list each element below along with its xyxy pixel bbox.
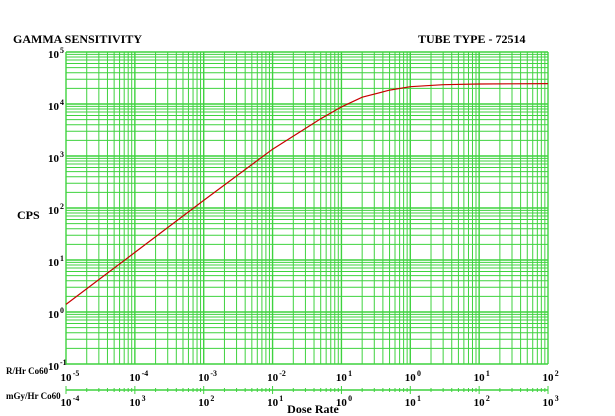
tick-label-exponent: -4	[73, 394, 80, 403]
tick-label-exponent: 0	[348, 394, 352, 403]
tick-label-base: 10	[474, 397, 486, 409]
y-tick-label: 10 -1	[48, 358, 67, 373]
tick-label-base: 10	[48, 309, 60, 321]
x-tick-label-mgy: 10 1	[267, 394, 283, 409]
tick-label-base: 10	[61, 397, 73, 409]
tick-label-exponent: 1	[417, 394, 421, 403]
x-axis-mgy-line	[65, 386, 549, 394]
tick-label-base: 10	[474, 372, 486, 384]
tick-label-base: 10	[405, 397, 417, 409]
tick-label-base: 10	[267, 397, 279, 409]
tick-label-base: 10	[61, 372, 73, 384]
x-tick-label-rhr: 10 -2	[267, 369, 286, 384]
tick-label-base: 10	[336, 397, 348, 409]
tick-label-base: 10	[48, 153, 60, 165]
tick-label-exponent: 0	[60, 306, 64, 315]
x-tick-label-rhr: 10 -3	[198, 369, 217, 384]
y-tick-label: 10 2	[48, 202, 64, 217]
tick-label-exponent: 1	[486, 369, 490, 378]
y-tick-label: 10 5	[48, 46, 64, 61]
tick-label-exponent: -3	[210, 369, 217, 378]
tick-label-exponent: 1	[60, 254, 64, 263]
x-tick-label-mgy: 10 2	[474, 394, 490, 409]
y-tick-label: 10 3	[48, 150, 64, 165]
plot-grid	[65, 51, 549, 365]
tick-label-base: 10	[543, 372, 555, 384]
x-tick-label-mgy: 10 3	[543, 394, 559, 409]
tick-label-exponent: -2	[279, 369, 286, 378]
x-tick-label-rhr: 10 2	[543, 369, 559, 384]
x-tick-label-mgy: 10 0	[336, 394, 352, 409]
tick-label-exponent: 2	[60, 202, 64, 211]
x-axis-rhr-tick-labels: 10 -5 10 -4 10 -3 10 -2 10 1 10 0 10 1 10 2	[61, 369, 559, 384]
y-tick-label: 10 0	[48, 306, 64, 321]
tick-label-base: 10	[198, 372, 210, 384]
x-tick-label-rhr: 10 1	[336, 369, 352, 384]
tick-label-base: 10	[336, 372, 348, 384]
tick-label-base: 10	[129, 397, 141, 409]
tick-label-exponent: 0	[417, 369, 421, 378]
x-axis-mgy-tick-labels: 10 -4 10 3 10 2 10 1 10 0 10 1 10 2 10 3	[61, 394, 559, 409]
tick-label-base: 10	[543, 397, 555, 409]
x-axis-label: Dose Rate	[287, 402, 339, 416]
x-axis-mgy-name: mGy/Hr Co60	[6, 391, 61, 401]
y-tick-label: 10 1	[48, 254, 64, 269]
tick-label-exponent: 2	[210, 394, 214, 403]
x-tick-label-rhr: 10 0	[405, 369, 421, 384]
tick-label-exponent: -1	[60, 358, 67, 367]
x-tick-label-rhr: 10 -5	[61, 369, 80, 384]
tick-label-exponent: 3	[60, 150, 64, 159]
tick-label-base: 10	[129, 372, 141, 384]
tick-label-base: 10	[48, 101, 60, 113]
x-tick-label-mgy: 10 1	[405, 394, 421, 409]
sensitivity-curve-layer	[65, 83, 549, 305]
tick-label-base: 10	[198, 397, 210, 409]
tick-label-base: 10	[267, 372, 279, 384]
tick-label-exponent: 4	[60, 98, 64, 107]
tick-label-exponent: 5	[60, 46, 64, 55]
chart-title: GAMMA SENSITIVITY	[13, 32, 142, 46]
tick-label-exponent: 2	[555, 369, 559, 378]
tick-label-base: 10	[48, 361, 60, 373]
x-axis-rhr-name: R/Hr Co60	[6, 366, 49, 376]
tick-label-exponent: -5	[73, 369, 80, 378]
tick-label-base: 10	[48, 257, 60, 269]
tick-label-exponent: -4	[142, 369, 149, 378]
tick-label-exponent: 2	[486, 394, 490, 403]
chart-subtitle: TUBE TYPE - 72514	[418, 32, 525, 46]
tick-label-exponent: 3	[142, 394, 146, 403]
tick-label-exponent: 3	[555, 394, 559, 403]
tick-label-exponent: 1	[279, 394, 283, 403]
x-tick-label-mgy: 10 2	[198, 394, 214, 409]
tick-label-base: 10	[48, 205, 60, 217]
y-tick-label: 10 4	[48, 98, 64, 113]
y-axis-label: CPS	[17, 208, 40, 222]
x-tick-label-mgy: 10 -4	[61, 394, 80, 409]
x-tick-label-rhr: 10 -4	[129, 369, 148, 384]
tick-label-base: 10	[405, 372, 417, 384]
tick-label-base: 10	[48, 49, 60, 61]
tick-label-exponent: 1	[348, 369, 352, 378]
x-tick-label-rhr: 10 1	[474, 369, 490, 384]
x-tick-label-mgy: 10 3	[129, 394, 145, 409]
sensitivity-curve	[65, 83, 549, 305]
